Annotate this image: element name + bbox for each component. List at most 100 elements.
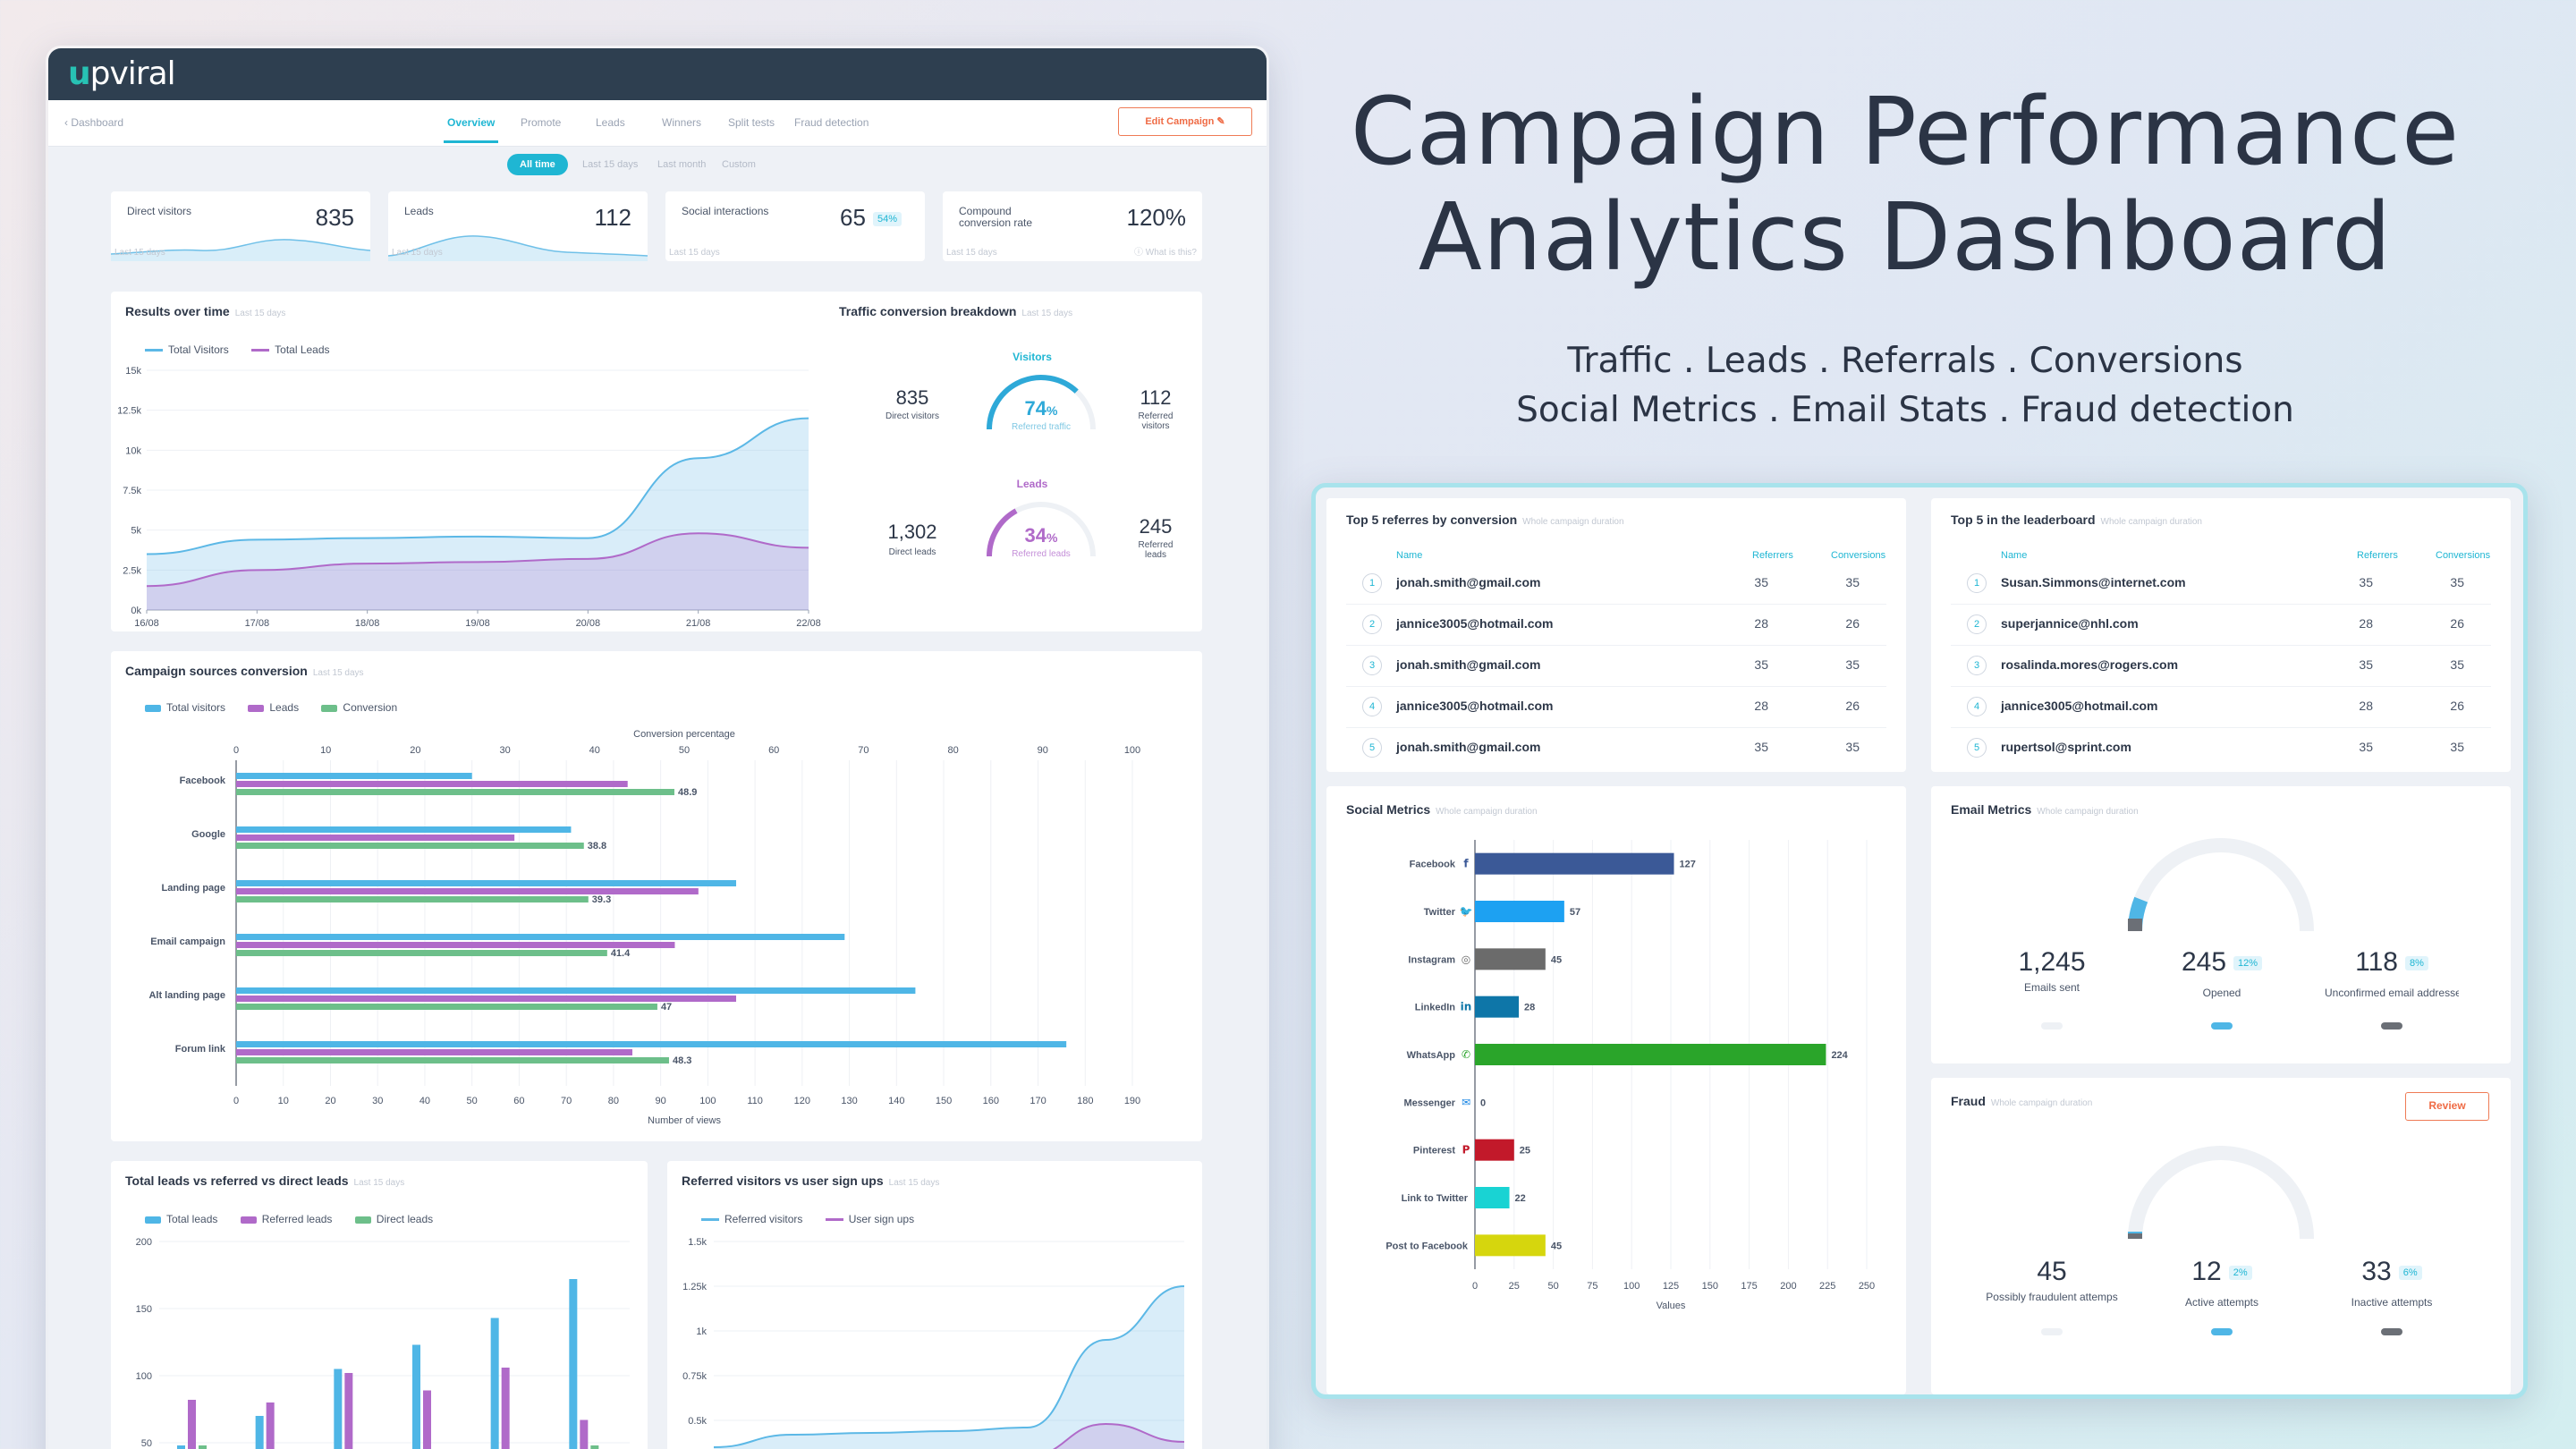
tab-split-tests[interactable]: Split tests <box>728 116 775 129</box>
what-is-this-link[interactable]: ⓘ What is this? <box>1133 248 1197 258</box>
traffic-title: Traffic conversion breakdown Last 15 days <box>839 304 1073 318</box>
filter-last-15-days[interactable]: Last 15 days <box>582 159 639 170</box>
x-tick-label: 225 <box>1819 1281 1835 1292</box>
y-tick-label: 5k <box>131 526 141 537</box>
pencil-icon: ✎ <box>1216 116 1225 127</box>
bar-twitter <box>1475 901 1564 922</box>
y-tick-label: 1.5k <box>688 1237 707 1248</box>
bar-total-leads <box>490 1318 499 1449</box>
bar-leads <box>236 1049 632 1055</box>
leader-rank: 3 <box>1967 656 1987 675</box>
sources-card: Campaign sources conversion Last 15 days … <box>111 651 1202 1141</box>
bar-conversion <box>236 1004 657 1010</box>
leaderboard-title: Top 5 in the leaderboard Whole campaign d… <box>1951 513 2202 527</box>
filter-all-time[interactable]: All time <box>507 154 568 175</box>
leads-gauge <box>987 502 1096 557</box>
top-tick-label: 40 <box>589 745 600 756</box>
top-tick-label: 80 <box>947 745 958 756</box>
row-separator <box>1951 604 2491 605</box>
visitors-gauge <box>987 375 1096 430</box>
x-tick-label: 75 <box>1587 1281 1597 1292</box>
leader-rank: 5 <box>1967 738 1987 758</box>
row-separator <box>1346 727 1886 728</box>
tab-leads[interactable]: Leads <box>596 116 625 129</box>
category-label: Forum link <box>175 1044 226 1055</box>
filter-last-month[interactable]: Last month <box>657 159 707 170</box>
tagline: Traffic . Leads . Referrals . Conversion… <box>1324 336 2487 435</box>
x-tick-label: 20/08 <box>576 618 601 629</box>
y-tick-label: 2.5k <box>123 565 141 576</box>
edit-campaign-button[interactable]: Edit Campaign ✎ <box>1118 107 1252 136</box>
sources-legend: Total visitors Leads Conversion <box>145 701 417 714</box>
series-area-1 <box>1054 1424 1184 1449</box>
nav-bar: ‹ Dashboard Overview Promote Leads Winne… <box>48 100 1267 147</box>
leader-conversions: 35 <box>2450 575 2464 589</box>
leader-name[interactable]: rupertsol@sprint.com <box>2001 740 2131 754</box>
gauge-fill-inactive <box>2128 1233 2142 1239</box>
referrer-name[interactable]: jonah.smith@gmail.com <box>1396 657 1541 672</box>
leader-name[interactable]: Susan.Simmons@internet.com <box>2001 575 2186 589</box>
stat-card-social-interactions: Social interactions 65 54% Last 15 days <box>665 191 925 261</box>
leader-name[interactable]: jannice3005@hotmail.com <box>2001 699 2158 713</box>
x-tick-label: 0 <box>233 1096 239 1106</box>
x-tick-label: 140 <box>888 1096 904 1106</box>
bar-referred-leads <box>188 1400 196 1449</box>
gauge-track <box>2128 1146 2314 1240</box>
facebook-icon: f <box>1463 858 1469 870</box>
tab-winners[interactable]: Winners <box>662 116 702 129</box>
tab-overview[interactable]: Overview <box>443 116 499 143</box>
category-label: Twitter <box>1424 907 1456 918</box>
bar-total-visitors <box>236 1041 1067 1047</box>
x-tick-label: 200 <box>1780 1281 1796 1292</box>
breadcrumb-dashboard[interactable]: ‹ Dashboard <box>64 116 124 129</box>
upviral-logo[interactable]: upviral <box>68 55 176 92</box>
bar-referred-leads <box>501 1368 510 1449</box>
bar-linkedin <box>1475 996 1520 1018</box>
referrer-name[interactable]: jonah.smith@gmail.com <box>1396 575 1541 589</box>
tab-fraud-detection[interactable]: Fraud detection <box>794 116 869 129</box>
sources-title: Campaign sources conversion Last 15 days <box>125 664 364 678</box>
referrer-name[interactable]: jonah.smith@gmail.com <box>1396 740 1541 754</box>
top-tick-label: 10 <box>320 745 331 756</box>
referrer-rank: 4 <box>1362 697 1382 716</box>
bar-total-visitors <box>236 987 916 994</box>
x-tick-label: 175 <box>1741 1281 1757 1292</box>
review-button[interactable]: Review <box>2405 1092 2489 1121</box>
leaderboard-card: Top 5 in the leaderboard Whole campaign d… <box>1931 498 2511 772</box>
x-tick-label: 40 <box>419 1096 430 1106</box>
bar-total-visitors <box>236 826 572 833</box>
bar-conversion <box>236 789 674 795</box>
fraud-card: Fraud Whole campaign duration Review 45 P… <box>1931 1078 2511 1394</box>
leader-referrers: 35 <box>2359 657 2373 672</box>
stat-card-compound-conversion: Compound conversion rate 120% Last 15 da… <box>943 191 1202 261</box>
top-tick-label: 0 <box>233 745 239 756</box>
bar-referred-leads <box>580 1419 589 1449</box>
x-tick-label: 120 <box>794 1096 810 1106</box>
totals-card: Total leads vs referred vs direct leads L… <box>111 1161 648 1449</box>
leader-conversions: 26 <box>2450 699 2464 713</box>
tagline-line-2: Social Metrics . Email Stats . Fraud det… <box>1516 390 2294 430</box>
email-metrics-card: Email Metrics Whole campaign duration 1,2… <box>1931 786 2511 1063</box>
leader-name[interactable]: rosalinda.mores@rogers.com <box>2001 657 2179 672</box>
x-tick-label: 50 <box>467 1096 478 1106</box>
filter-custom[interactable]: Custom <box>722 159 756 170</box>
top-tick-label: 90 <box>1038 745 1048 756</box>
referrer-name[interactable]: jannice3005@hotmail.com <box>1396 699 1554 713</box>
series-area-1 <box>147 533 809 610</box>
x-tick-label: 20 <box>325 1096 335 1106</box>
leader-conversions: 26 <box>2450 616 2464 631</box>
gauge-fill <box>987 375 1079 430</box>
series-line-0 <box>713 1285 1185 1448</box>
totals-legend: Total leads Referred leads Direct leads <box>145 1213 453 1225</box>
results-card: Results over time Last 15 days Total Visi… <box>111 292 1202 631</box>
leader-name[interactable]: superjannice@nhl.com <box>2001 616 2139 631</box>
x-tick-label: 0 <box>1472 1281 1478 1292</box>
referrer-name[interactable]: jannice3005@hotmail.com <box>1396 616 1554 631</box>
referrer-referrers: 35 <box>1754 740 1768 754</box>
x-tick-label: 17/08 <box>245 618 270 629</box>
tab-promote[interactable]: Promote <box>521 116 562 129</box>
referred-legend: Referred visitors User sign ups <box>701 1213 934 1225</box>
messenger-icon: ✉ <box>1462 1096 1470 1108</box>
row-separator <box>1951 686 2491 687</box>
referrer-conversions: 35 <box>1845 740 1860 754</box>
